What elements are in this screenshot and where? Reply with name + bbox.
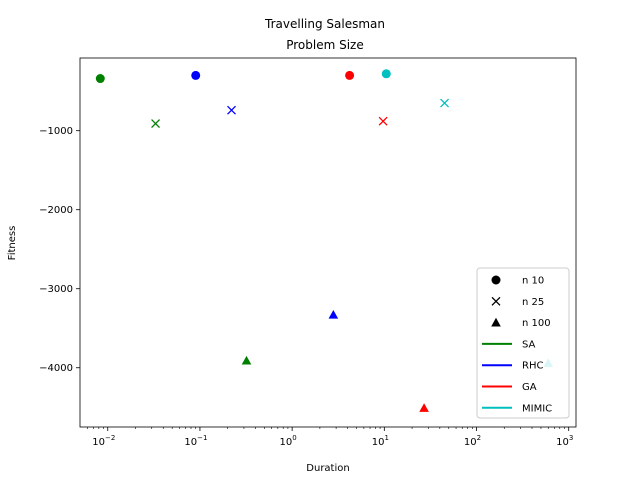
legend: n 10 n 25 n 100 SA RHC GA MIMIC [476,267,570,419]
legend-item: RHC [482,361,543,372]
legend-item: SA [482,339,536,350]
x-tick-label: 10−1 [184,434,207,448]
data-point [151,119,161,129]
data-point [419,403,429,412]
data-point [95,74,105,84]
legend-marker-x [491,296,501,306]
legend-item: n 25 [491,296,544,308]
chart-title-line1: Travelling Salesman [264,17,385,31]
data-point [241,355,252,365]
x-axis-ticks: 10−2 10−1 100 101 102 103 [86,427,573,448]
data-point [440,98,449,108]
x-tick-label: 10−2 [92,434,115,448]
data-point [328,309,339,319]
legend-marker-triangle [491,317,501,327]
chart-title-line2: Problem Size [286,38,364,52]
y-tick-label: −2000 [39,205,73,216]
data-point [227,105,236,115]
x-stroke [151,119,161,129]
y-tick-label: −4000 [39,363,73,374]
legend-label: MIMIC [522,403,552,414]
x-tick-label: 103 [556,434,573,448]
y-tick-label: −3000 [39,284,73,295]
y-tick-label: −1000 [39,126,73,137]
plot-area: 10−2 10−1 100 101 102 103 −1000 −2000 −3000 −400… [39,57,577,448]
legend-label: SA [522,339,536,350]
legend-box [476,267,570,419]
y-axis-ticks: −1000 −2000 −3000 −4000 [39,126,80,374]
x-stroke [227,105,236,115]
x-tick-label: 101 [372,434,389,448]
x-axis-label: Duration [306,463,349,474]
y-axis-label: Fitness [7,226,18,261]
plot-frame [79,57,577,428]
legend-label: n 100 [522,318,551,329]
legend-label: RHC [522,361,543,372]
legend-item: MIMIC [482,403,552,414]
legend-label: n 25 [522,297,544,308]
legend-marker-circle [491,275,501,285]
data-point [345,70,355,80]
data-point [191,70,201,80]
legend-item: GA [482,382,537,393]
x-stroke [491,296,501,306]
data-points [95,69,554,412]
x-stroke [378,116,388,126]
x-tick-label: 102 [464,434,481,448]
legend-item: n 100 [491,317,551,329]
data-point [378,116,388,126]
legend-label: GA [522,382,537,393]
legend-label: n 10 [522,276,544,287]
legend-item: n 10 [491,275,544,287]
data-point [381,69,391,79]
x-tick-label: 100 [280,434,297,448]
x-stroke [440,98,449,108]
